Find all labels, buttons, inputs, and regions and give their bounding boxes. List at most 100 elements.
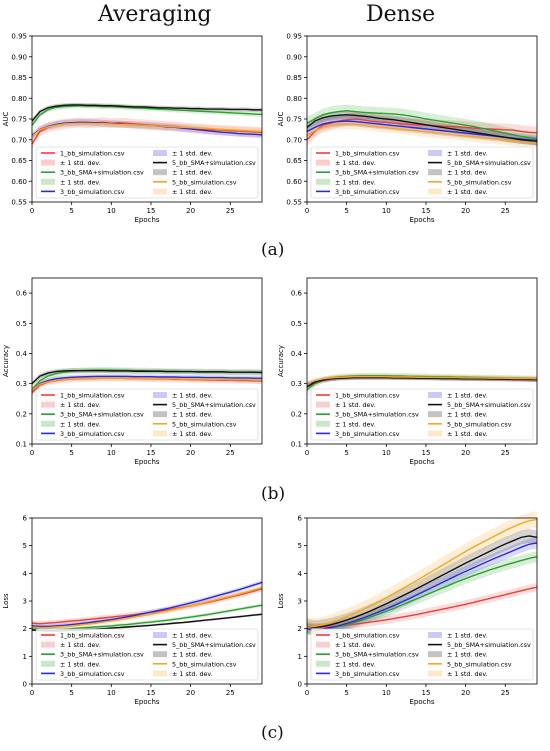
y-tick-label: 0	[298, 681, 302, 689]
x-tick-label: 20	[461, 207, 470, 215]
column-title-dense: Dense	[366, 2, 436, 27]
y-axis-label: Loss	[277, 593, 285, 609]
column-title-averaging: Averaging	[98, 2, 212, 27]
y-tick-label: 1	[298, 653, 302, 661]
legend-entry: 1_bb_simulation.csv	[60, 150, 125, 158]
std-band-2	[32, 367, 262, 393]
y-tick-label: 0.4	[16, 350, 28, 358]
x-tick-label: 20	[186, 689, 195, 697]
x-tick-label: 5	[69, 207, 73, 215]
std-band-4	[307, 529, 537, 635]
y-tick-label: 6	[23, 515, 28, 523]
x-tick-label: 5	[69, 449, 73, 457]
legend-entry: 3_bb_SMA+simulation.csv	[335, 651, 419, 659]
legend-entry: ± 1 std. dev.	[335, 178, 376, 186]
legend-entry: 5_bb_SMA+simulation.csv	[447, 159, 531, 167]
series-line-4	[306, 114, 538, 143]
y-tick-label: 0.95	[11, 33, 27, 41]
std-band-4	[32, 368, 262, 387]
std-band-5	[32, 119, 262, 140]
legend-entry: 5_bb_SMA+simulation.csv	[447, 401, 531, 409]
y-tick-label: 0.6	[291, 290, 303, 298]
y-tick-label: 3	[298, 598, 302, 606]
legend-entry: 1_bb_simulation.csv	[335, 150, 400, 158]
y-tick-label: 0.1	[16, 441, 27, 449]
series-line-2	[31, 105, 263, 126]
x-tick-label: 5	[69, 689, 73, 697]
std-band-4	[32, 102, 262, 124]
legend-entry: ± 1 std. dev.	[447, 670, 488, 678]
x-tick-label: 20	[186, 449, 195, 457]
std-band-3	[307, 537, 537, 636]
legend-band-swatch	[316, 401, 330, 408]
series-line-2	[306, 109, 538, 140]
y-tick-label: 0	[23, 681, 27, 689]
legend-entry: ± 1 std. dev.	[447, 150, 488, 158]
x-tick-label: 15	[422, 207, 431, 215]
legend-entry: 1_bb_simulation.csv	[335, 392, 400, 400]
x-tick-label: 10	[107, 689, 116, 697]
chart-dense-loss: 0 5 10 15 20 25 0 1 2 3 4 5 6 Epochs Loss 1_bb_simulati…	[277, 511, 538, 706]
legend-entry: 5_bb_simulation.csv	[447, 178, 512, 186]
y-tick-label: 5	[23, 542, 27, 550]
chart-averaging-auc: 0 5 10 15 20 25 0.55 0.60 0.65 0.70 0.75 0.80 0.85 0.…	[2, 33, 263, 224]
x-tick-label: 15	[147, 689, 156, 697]
legend-entry: ± 1 std. dev.	[172, 411, 213, 419]
x-tick-label: 5	[344, 449, 348, 457]
y-tick-label: 0.70	[286, 136, 302, 144]
x-tick-label: 20	[186, 207, 195, 215]
series-line-5	[31, 587, 263, 629]
legend-entry: ± 1 std. dev.	[60, 641, 101, 649]
legend-entry: ± 1 std. dev.	[60, 660, 101, 668]
series-line-1	[306, 118, 538, 141]
y-tick-label: 0.90	[11, 53, 27, 61]
y-tick-label: 0.60	[11, 178, 27, 186]
legend-entry: 3_bb_simulation.csv	[60, 670, 125, 678]
legend-entry: 3_bb_SMA+simulation.csv	[60, 651, 144, 659]
legend-entry: 3_bb_simulation.csv	[60, 430, 125, 438]
x-axis-label: Epochs	[409, 458, 434, 466]
legend-band-swatch	[153, 169, 167, 176]
legend-band-swatch	[316, 178, 330, 185]
legend-entry: 3_bb_SMA+simulation.csv	[60, 169, 144, 177]
x-axis-label: Epochs	[134, 698, 159, 706]
y-tick-label: 0.2	[291, 410, 302, 418]
legend-band-swatch	[41, 401, 55, 408]
legend	[35, 388, 259, 441]
legend-entry: ± 1 std. dev.	[60, 420, 101, 428]
legend-band-swatch	[428, 670, 442, 677]
legend-band-swatch	[428, 651, 442, 658]
series-line-5	[31, 377, 262, 391]
y-axis-label: Accuracy	[277, 345, 285, 377]
series-line-4	[31, 369, 263, 385]
y-axis-label: Accuracy	[2, 345, 10, 377]
panel-label-b: (b)	[261, 484, 286, 504]
x-tick-label: 15	[147, 207, 156, 215]
y-tick-label: 0.4	[291, 350, 303, 358]
y-tick-label: 0.80	[286, 95, 302, 103]
y-tick-label: 2	[298, 625, 302, 633]
y-tick-label: 0.85	[11, 74, 27, 82]
series-line-3	[306, 542, 538, 631]
legend-entry: 3_bb_simulation.csv	[335, 670, 400, 678]
series-line-4	[31, 104, 262, 122]
legend-entry: 5_bb_SMA+simulation.csv	[172, 159, 256, 167]
legend-entry: ± 1 std. dev.	[447, 651, 488, 659]
y-tick-label: 0.55	[286, 199, 302, 207]
y-tick-label: 0.55	[11, 199, 27, 207]
legend	[310, 388, 534, 441]
series-line-3	[31, 581, 263, 628]
legend-band-swatch	[153, 411, 167, 418]
legend	[35, 146, 259, 199]
y-tick-label: 0.60	[286, 178, 302, 186]
y-tick-label: 5	[298, 542, 302, 550]
chart-averaging-loss: 0 5 10 15 20 25 0 1 2 3 4 5 6 Epochs Loss 1_bb_simulati…	[2, 515, 263, 706]
legend-entry: 5_bb_SMA+simulation.csv	[172, 401, 256, 409]
x-tick-label: 20	[461, 689, 470, 697]
x-tick-label: 0	[305, 207, 309, 215]
legend-entry: ± 1 std. dev.	[335, 159, 376, 167]
legend-band-swatch	[316, 641, 330, 648]
legend-band-swatch	[316, 420, 330, 427]
legend-entry: ± 1 std. dev.	[172, 670, 213, 678]
legend-entry: ± 1 std. dev.	[335, 401, 376, 409]
